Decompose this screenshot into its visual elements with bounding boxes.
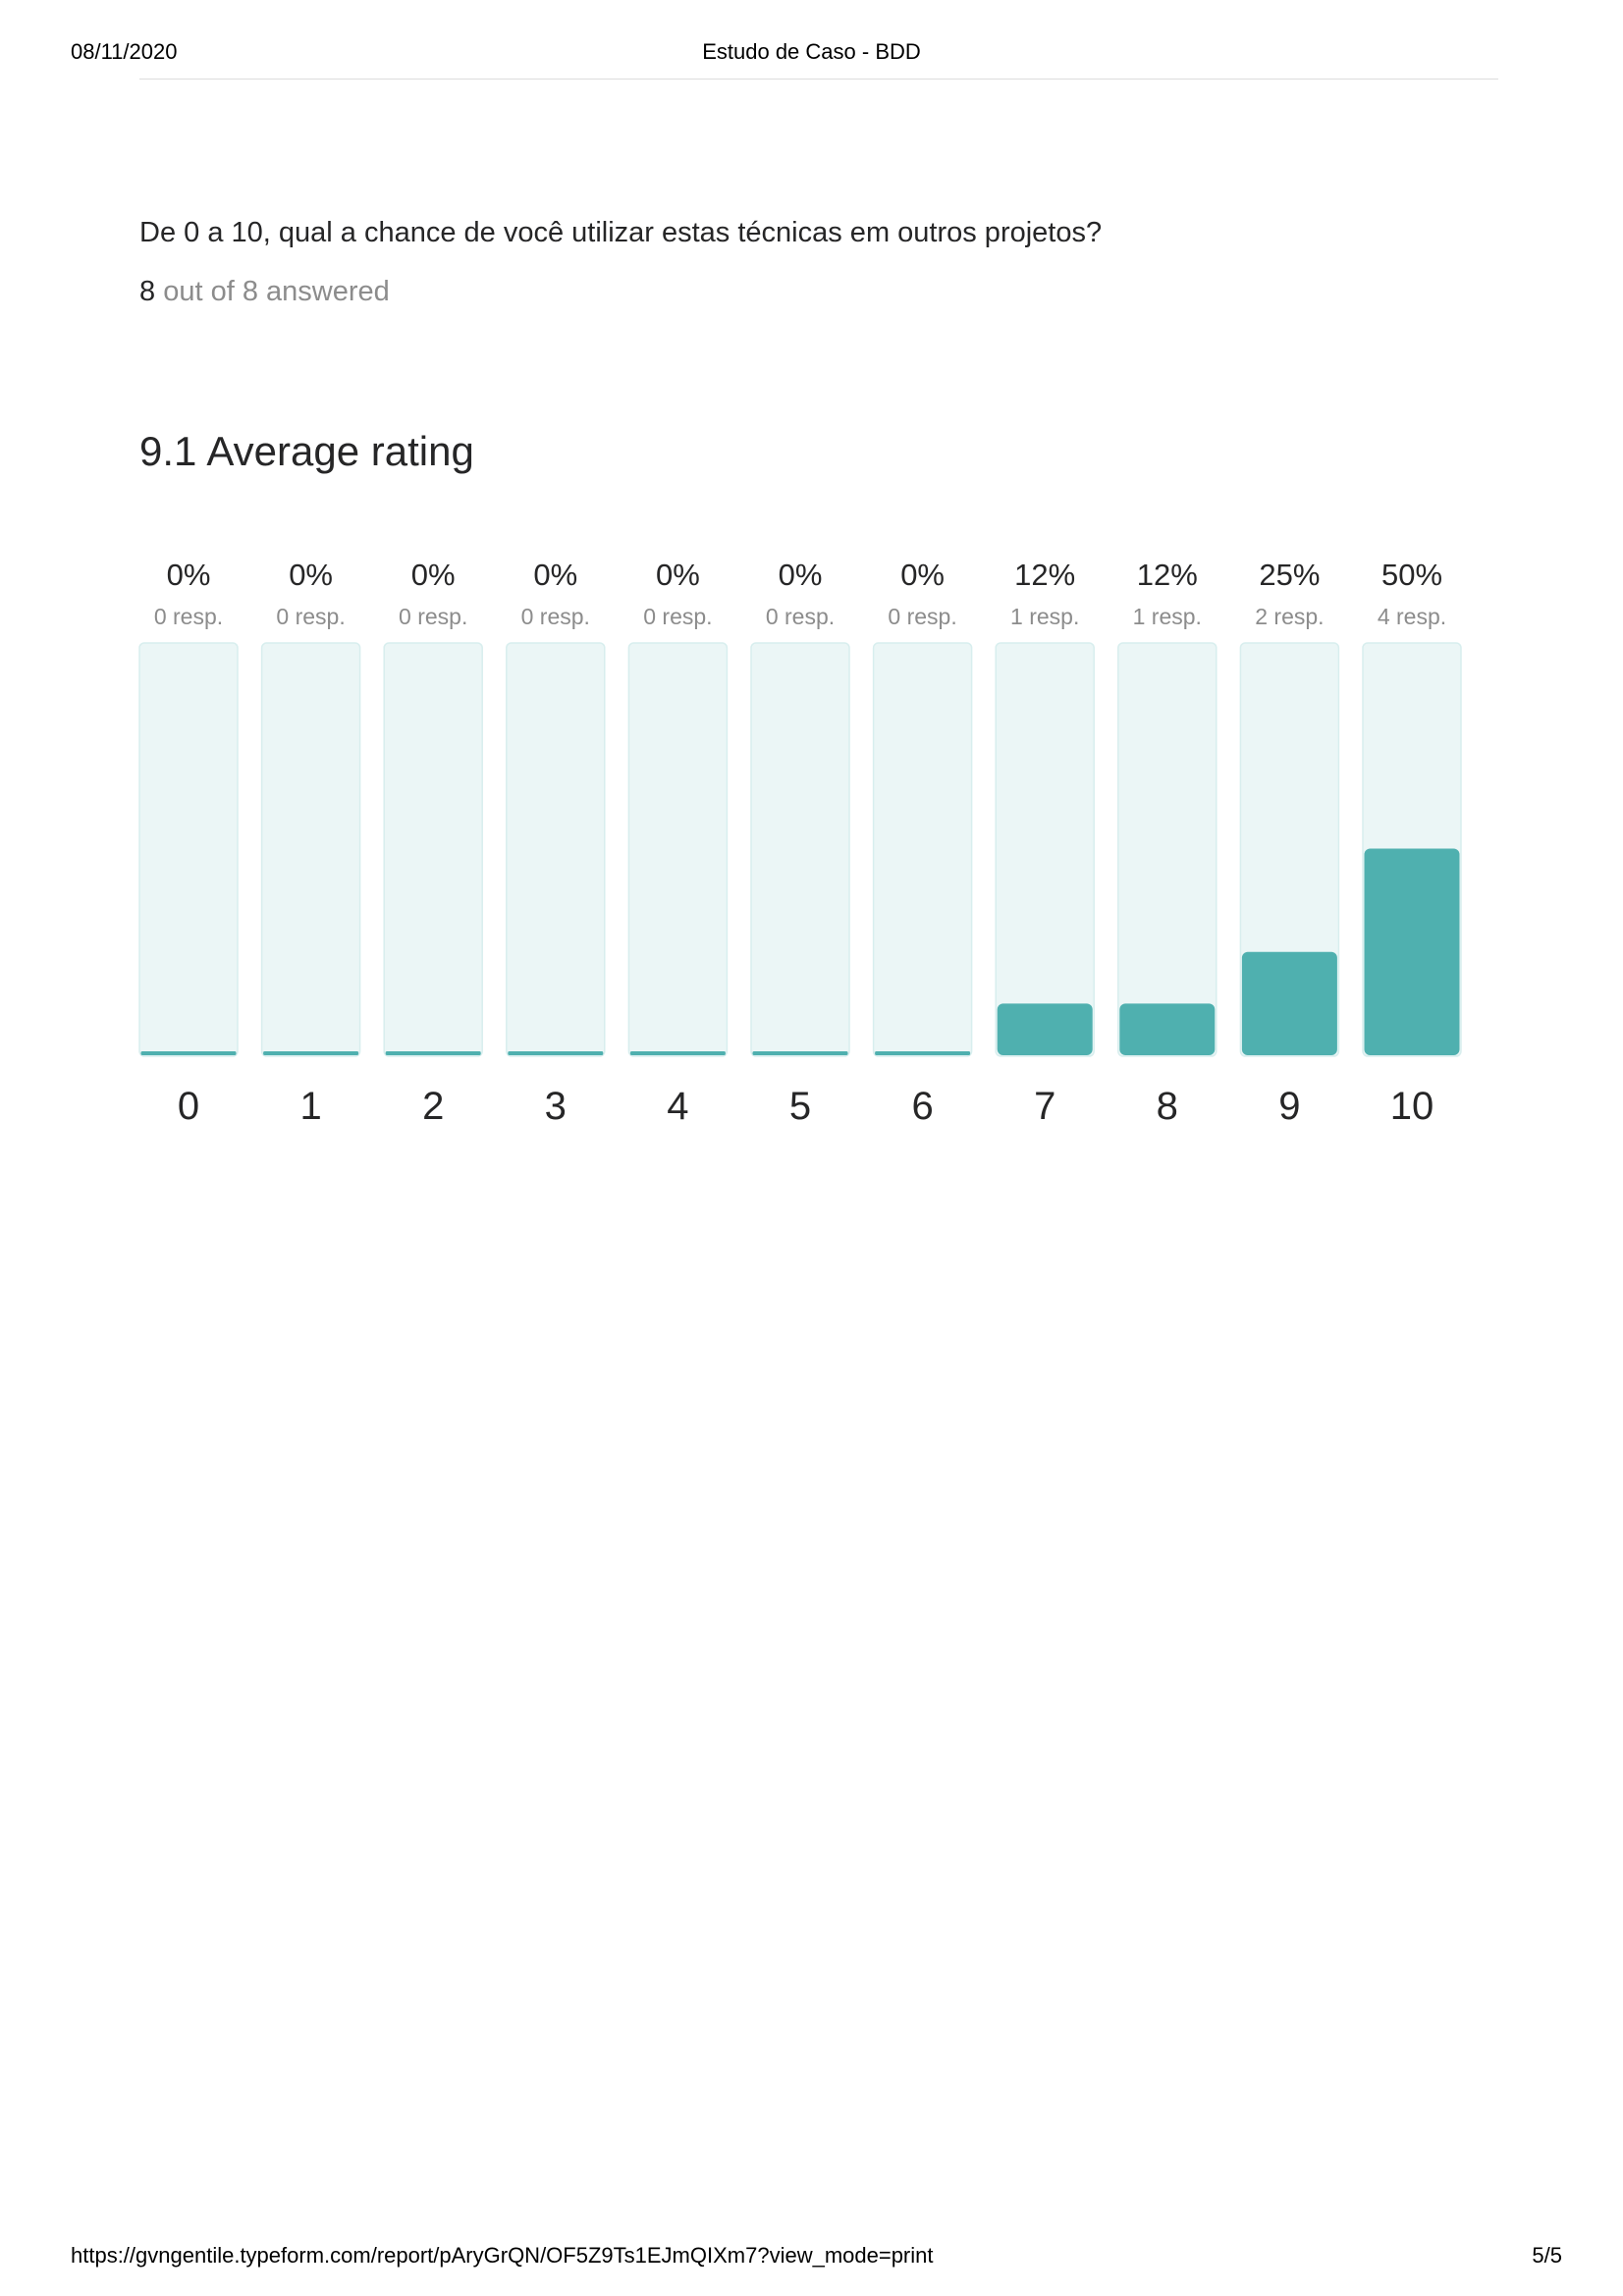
bar-10 (1364, 848, 1460, 1055)
response-label-0: 0 resp. (154, 604, 223, 629)
category-label-4: 4 (667, 1085, 688, 1128)
percent-label-4: 0% (656, 558, 700, 592)
response-label-4: 0 resp. (643, 604, 712, 629)
percent-label-7: 12% (1014, 558, 1075, 592)
bar-track-8 (1117, 642, 1217, 1057)
average-rating-value: 9.1 (139, 428, 197, 474)
category-label-8: 8 (1157, 1085, 1178, 1128)
print-page-number: 5/5 (1532, 2243, 1562, 2268)
response-label-10: 4 resp. (1378, 604, 1446, 629)
percent-label-9: 25% (1259, 558, 1320, 592)
bar-4 (629, 1051, 726, 1055)
category-label-9: 9 (1278, 1085, 1300, 1128)
bar-track-4 (627, 642, 729, 1057)
category-label-7: 7 (1034, 1085, 1055, 1128)
category-label-10: 10 (1390, 1085, 1434, 1128)
percent-label-3: 0% (533, 558, 577, 592)
bar-7 (997, 1003, 1093, 1055)
category-label-0: 0 (178, 1085, 199, 1128)
bar-track-5 (750, 642, 850, 1057)
bar-8 (1119, 1003, 1216, 1055)
bar-track-6 (872, 642, 973, 1057)
response-label-9: 2 resp. (1255, 604, 1324, 629)
response-label-8: 1 resp. (1133, 604, 1202, 629)
bar-9 (1241, 951, 1337, 1055)
bar-track-0 (138, 642, 239, 1057)
average-rating-label: Average rating (206, 428, 474, 474)
percent-label-6: 0% (900, 558, 945, 592)
average-rating: 9.1 Average rating (139, 428, 474, 475)
category-label-3: 3 (545, 1085, 567, 1128)
print-url: https://gvngentile.typeform.com/report/p… (71, 2243, 934, 2268)
bar-1 (263, 1051, 359, 1055)
category-label-5: 5 (789, 1085, 811, 1128)
category-label-2: 2 (422, 1085, 444, 1128)
bar-6 (875, 1051, 971, 1055)
bar-track-1 (260, 642, 361, 1057)
question-text: De 0 a 10, qual a chance de você utiliza… (139, 217, 1103, 248)
percent-label-10: 50% (1381, 558, 1442, 592)
print-title: Estudo de Caso - BDD (702, 39, 921, 64)
bar-3 (508, 1051, 604, 1055)
category-label-1: 1 (299, 1085, 321, 1128)
header-divider (139, 79, 1498, 80)
bar-2 (385, 1051, 481, 1055)
response-label-1: 0 resp. (276, 604, 345, 629)
percent-label-0: 0% (167, 558, 211, 592)
answered-count: 8 (139, 276, 156, 307)
percent-label-2: 0% (411, 558, 456, 592)
bar-track-7 (995, 642, 1095, 1057)
response-label-2: 0 resp. (399, 604, 467, 629)
bar-track-10 (1362, 642, 1462, 1057)
bar-track-9 (1239, 642, 1340, 1057)
bar-track-2 (383, 642, 483, 1057)
percent-label-1: 0% (289, 558, 333, 592)
answered-suffix: out of 8 answered (163, 276, 390, 307)
bar-0 (140, 1051, 237, 1055)
percent-label-5: 0% (779, 558, 823, 592)
response-label-3: 0 resp. (521, 604, 590, 629)
response-label-6: 0 resp. (888, 604, 956, 629)
bar-5 (752, 1051, 848, 1055)
percent-label-8: 12% (1137, 558, 1198, 592)
rating-bar-chart: 0% 0 resp. 0 0% 0 resp. 1 0% 0 resp. 2 0% 0 resp. 3… (138, 558, 1462, 1128)
response-label-7: 1 resp. (1010, 604, 1079, 629)
answered-summary: 8 out of 8 answered (139, 276, 390, 308)
category-label-6: 6 (911, 1085, 933, 1128)
print-date: 08/11/2020 (71, 39, 178, 64)
bar-track-3 (506, 642, 606, 1057)
response-label-5: 0 resp. (766, 604, 835, 629)
